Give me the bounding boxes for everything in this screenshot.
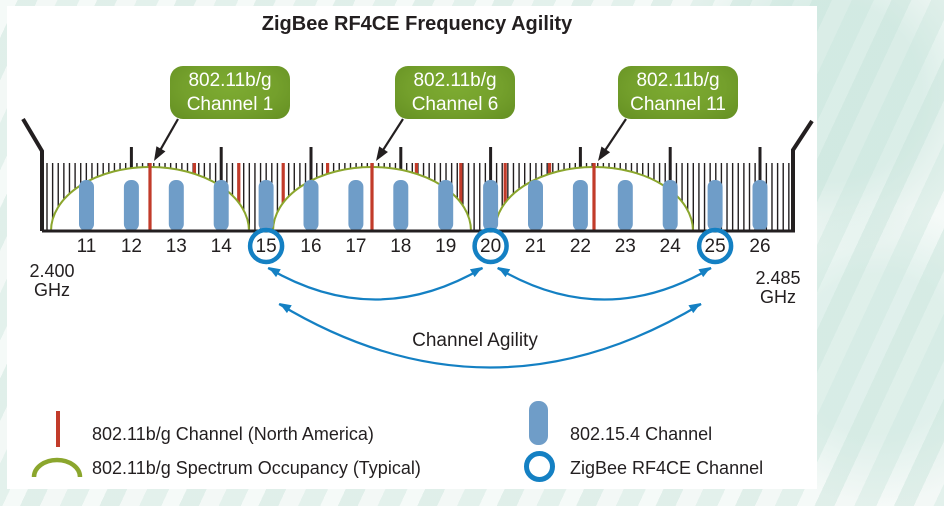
agility-arc-15-25-head-left — [279, 303, 292, 314]
agility-arc-20-25 — [497, 267, 712, 301]
channel-number-21: 21 — [525, 236, 546, 257]
channel-numbers: 11 12 13 14 15 16 17 18 19 20 21 22 23 24 25 26 — [77, 236, 771, 257]
callout-wifi-channel-11: 802.11b/g Channel 11 — [618, 66, 738, 119]
zigbee-channel-bar-18 — [393, 180, 409, 231]
callout-arrowhead-ch1 — [154, 146, 166, 161]
freq-end-value: 2.485 — [755, 268, 801, 288]
zigbee-channel-bar-11 — [79, 180, 94, 231]
legend-label-wifi-spectrum: 802.11b/g Spectrum Occupancy (Typical) — [92, 458, 421, 478]
channel-number-20: 20 — [480, 236, 501, 257]
channel-number-16: 16 — [300, 236, 321, 257]
zigbee-channel-bar-21 — [528, 180, 543, 231]
channel-number-12: 12 — [121, 236, 142, 257]
channel-agility-label: Channel Agility — [412, 330, 538, 351]
channel-agility-arrows — [267, 267, 712, 369]
zigbee-channel-bar-19 — [438, 180, 454, 231]
legend-label-wifi-channel: 802.11b/g Channel (North America) — [92, 424, 374, 444]
channel-number-13: 13 — [166, 236, 187, 257]
agility-arc-20-25-head-left — [497, 267, 511, 278]
zigbee-channel-bar-22 — [572, 180, 588, 231]
channel-number-19: 19 — [435, 236, 456, 257]
wifi-spectrum-center-lines — [148, 163, 596, 231]
rf4ce-circle-20 — [472, 227, 509, 265]
zigbee-channel-bar-24 — [662, 180, 678, 231]
channel-number-25: 25 — [705, 236, 726, 257]
channel-number-18: 18 — [390, 236, 411, 257]
figure-title: ZigBee RF4CE Frequency Agility — [261, 13, 573, 35]
zigbee-channel-bar-26 — [752, 180, 768, 231]
callout-wifi-channel-6: 802.11b/g Channel 6 — [395, 66, 515, 119]
callout-arrow-line-ch1 — [157, 118, 179, 155]
callout-line2: Channel 1 — [186, 93, 274, 115]
callout-wifi-channel-1: 802.11b/g Channel 1 — [170, 66, 290, 119]
callout-line2: Channel 11 — [630, 93, 726, 115]
freq-end-unit: GHz — [760, 287, 796, 307]
channel-number-24: 24 — [660, 236, 682, 257]
channel-number-26: 26 — [749, 236, 770, 257]
callout-line1: 802.11b/g — [636, 69, 720, 91]
callout-line1: 802.11b/g — [188, 69, 272, 91]
zigbee-channel-bars — [79, 180, 768, 231]
agility-arc-15-25 — [278, 303, 702, 369]
callout-arrowhead-ch6 — [376, 146, 388, 161]
frequency-label-start: 2.400 GHz — [18, 262, 86, 300]
channel-number-23: 23 — [615, 236, 636, 257]
zigbee-channel-bar-25 — [707, 180, 723, 231]
callout-line1: 802.11b/g — [413, 69, 497, 91]
legend-label-rf4ce-channel: ZigBee RF4CE Channel — [570, 458, 764, 478]
legend-rf4ce-channel-icon — [524, 451, 555, 482]
zigbee-channel-bar-16 — [303, 180, 319, 231]
channel-number-14: 14 — [211, 236, 233, 257]
rf4ce-circle-25 — [696, 227, 734, 265]
agility-arc-15-25-head-right — [688, 303, 702, 314]
agility-arc-15-20-head-right — [469, 267, 483, 278]
agility-arc-20-25-head-right — [698, 267, 712, 278]
freq-start-value: 2.400 — [29, 261, 75, 281]
rf4ce-circle-15 — [247, 227, 285, 265]
zigbee-channel-bar-14 — [213, 180, 229, 231]
channel-number-15: 15 — [256, 236, 277, 257]
legend-wifi-channel-icon — [56, 411, 60, 447]
callout-arrowhead-ch11 — [598, 146, 611, 161]
channel-number-11: 11 — [77, 236, 97, 257]
callout-arrow-line-ch11 — [601, 118, 627, 155]
channel-number-17: 17 — [345, 236, 366, 257]
legend-zigbee-channel-icon — [529, 401, 548, 445]
rf4ce-channel-circles — [247, 227, 734, 265]
zigbee-channel-bar-17 — [348, 180, 364, 231]
band-edge-left-bracket — [21, 117, 44, 231]
zigbee-channel-bar-20 — [483, 180, 499, 231]
callout-line2: Channel 6 — [411, 93, 499, 115]
zigbee-channel-bar-15 — [258, 180, 274, 231]
legend-spectrum-arc-icon — [31, 457, 83, 478]
frequency-label-end: 2.485 GHz — [744, 269, 812, 307]
callout-arrow-line-ch6 — [379, 118, 404, 155]
band-edge-right-bracket — [791, 119, 814, 231]
zigbee-channel-bar-12 — [123, 180, 139, 231]
legend-label-zigbee-channel: 802.15.4 Channel — [570, 424, 713, 444]
zigbee-channel-bar-13 — [168, 180, 184, 231]
channel-number-22: 22 — [570, 236, 591, 257]
agility-arc-15-20 — [267, 267, 484, 301]
callout-arrows — [154, 118, 627, 161]
agility-arc-15-20-head-left — [268, 267, 281, 278]
zigbee-channel-bar-23 — [617, 180, 633, 231]
freq-start-unit: GHz — [34, 280, 70, 300]
